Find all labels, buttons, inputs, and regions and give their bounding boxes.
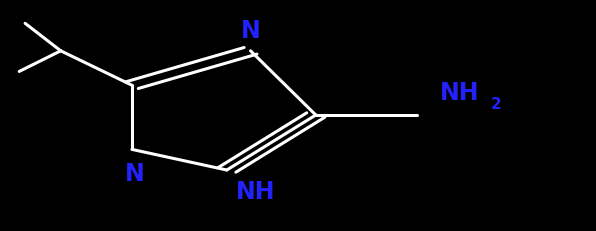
Text: N: N — [241, 18, 260, 43]
Text: 2: 2 — [491, 97, 502, 112]
Text: NH: NH — [235, 179, 275, 203]
Text: N: N — [125, 161, 145, 185]
Text: NH: NH — [440, 81, 480, 105]
